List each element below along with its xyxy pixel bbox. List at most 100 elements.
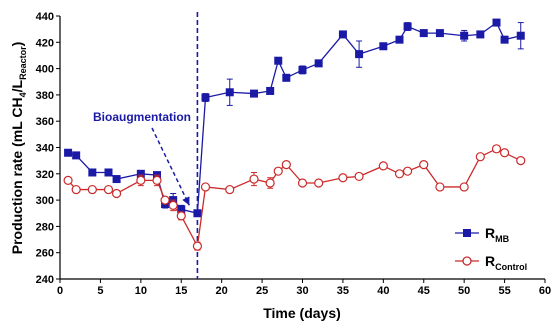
data-point-rmb — [274, 56, 283, 65]
data-point-rcontrol — [491, 144, 502, 154]
data-point-rcontrol — [192, 241, 203, 251]
y-tick-label: 440 — [36, 11, 54, 23]
data-point-rmb — [88, 168, 97, 177]
data-point-rmb — [395, 35, 404, 44]
data-point-rcontrol — [152, 175, 162, 185]
data-point-rmb — [64, 148, 73, 157]
data-point-rcontrol — [136, 175, 146, 185]
y-tick-label: 260 — [36, 248, 54, 260]
data-point-rmb — [266, 86, 275, 95]
y-tick-label: 280 — [36, 221, 54, 233]
tick-labels: 0 5 10 15 20 25 30 35 40 45 50 55 60 240 260 280 300 320 3… — [36, 11, 551, 297]
data-point-rcontrol — [419, 159, 429, 170]
data-point-rmb — [72, 151, 81, 160]
data-point-rcontrol — [63, 175, 73, 185]
y-tick-label: 400 — [36, 64, 54, 76]
data-point-rmb — [460, 31, 469, 40]
data-point-rmb — [298, 65, 307, 74]
legend-marker-rmb — [463, 229, 471, 237]
x-tick-label: 45 — [418, 285, 430, 297]
data-point-rmb — [338, 30, 347, 39]
data-point-rcontrol — [297, 178, 308, 188]
data-point-rcontrol — [402, 166, 413, 176]
x-tick-label: 20 — [216, 285, 228, 297]
y-tick-label: 240 — [36, 274, 54, 286]
series-rmb — [64, 18, 525, 218]
data-point-rcontrol — [516, 156, 526, 166]
series-line-rcontrol — [67, 148, 522, 249]
x-tick-label: 50 — [458, 285, 470, 297]
x-tick-label: 40 — [377, 285, 389, 297]
data-point-rcontrol — [168, 200, 178, 210]
data-point-rcontrol — [273, 166, 283, 176]
data-point-rmb — [104, 168, 113, 177]
x-tick-label: 0 — [57, 285, 63, 297]
data-point-rcontrol — [459, 182, 469, 192]
data-point-rmb — [282, 73, 291, 82]
data-point-rcontrol — [475, 152, 485, 162]
legend-item-rcontrol: RControl — [455, 253, 527, 272]
data-point-rmb — [355, 50, 364, 59]
y-tick-label: 420 — [36, 37, 54, 49]
legend-label-rcontrol: RControl — [485, 253, 527, 272]
data-point-rmb — [492, 18, 501, 27]
data-point-rmb — [403, 22, 412, 31]
data-point-rmb — [112, 175, 121, 184]
data-point-rmb — [419, 29, 428, 38]
data-point-rcontrol — [435, 182, 445, 192]
series-rcontrol — [63, 144, 526, 251]
x-tick-label: 25 — [256, 285, 268, 297]
data-point-rcontrol — [378, 161, 388, 171]
bioaugmentation-annotation: Bioaugmentation — [93, 12, 199, 279]
y-tick-label: 380 — [36, 90, 54, 102]
data-point-rcontrol — [354, 171, 364, 182]
data-point-rcontrol — [314, 178, 324, 188]
legend: RMB RControl — [455, 225, 527, 272]
data-point-rmb — [516, 31, 525, 40]
x-tick-label: 15 — [175, 285, 187, 297]
data-point-rmb — [201, 93, 210, 102]
data-point-rcontrol — [394, 169, 405, 179]
data-point-rmb — [250, 89, 258, 98]
data-point-rcontrol — [87, 184, 97, 195]
data-point-rmb — [193, 209, 202, 218]
data-point-rcontrol — [281, 159, 291, 170]
legend-label-rmb: RMB — [485, 225, 510, 244]
data-point-rmb — [314, 59, 323, 68]
annotation-arrow-head — [182, 196, 190, 206]
data-point-rcontrol — [338, 173, 348, 183]
axes — [56, 15, 546, 283]
bioaugmentation-label: Bioaugmentation — [93, 110, 191, 124]
x-tick-label: 5 — [97, 285, 103, 297]
data-point-rcontrol — [200, 182, 211, 192]
data-point-rcontrol — [176, 211, 186, 221]
data-point-rmb — [177, 205, 186, 214]
series-group — [63, 18, 526, 251]
y-axis-title: Production rate (mL CH4/LReactor) — [9, 42, 28, 255]
x-tick-label: 35 — [337, 285, 349, 297]
data-point-rmb — [500, 35, 509, 44]
y-tick-label: 340 — [36, 143, 54, 155]
data-point-rcontrol — [71, 184, 81, 195]
data-point-rcontrol — [499, 148, 510, 158]
data-point-rcontrol — [103, 184, 114, 195]
data-point-rmb — [435, 29, 444, 38]
x-axis-title: Time (days) — [263, 305, 341, 321]
x-tick-label: 30 — [296, 285, 308, 297]
data-point-rcontrol — [160, 195, 170, 205]
data-point-rmb — [136, 169, 145, 178]
y-tick-label: 360 — [36, 116, 54, 128]
y-tick-label: 300 — [36, 195, 54, 207]
legend-marker-rcontrol — [462, 256, 472, 266]
data-point-rmb — [225, 88, 234, 97]
x-tick-label: 55 — [498, 285, 510, 297]
data-point-rmb — [379, 42, 388, 51]
data-point-rcontrol — [225, 184, 235, 195]
y-tick-label: 320 — [36, 169, 54, 181]
data-point-rcontrol — [265, 178, 275, 188]
data-point-rcontrol — [111, 188, 122, 199]
data-point-rcontrol — [249, 174, 259, 184]
data-point-rmb — [476, 30, 485, 39]
annotation-arrow-line — [151, 127, 191, 206]
